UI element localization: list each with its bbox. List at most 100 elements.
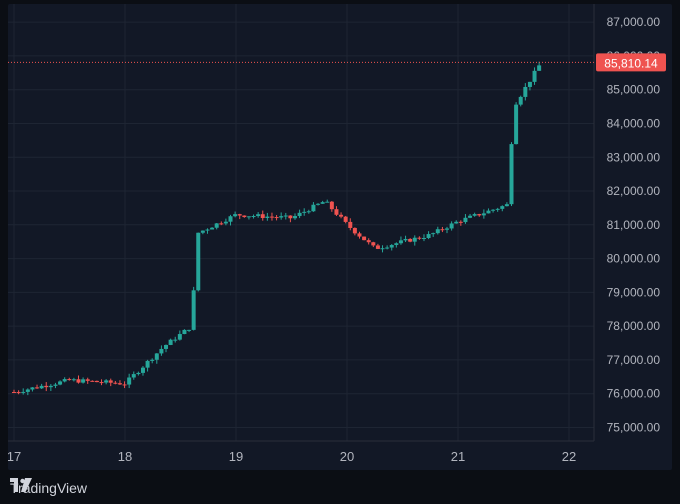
candle-body xyxy=(468,215,473,218)
candle-body xyxy=(325,201,330,203)
candle-body xyxy=(491,209,496,211)
y-tick-label: 77,000.00 xyxy=(607,353,661,367)
candle-body xyxy=(113,382,118,384)
y-tick-label: 82,000.00 xyxy=(607,184,661,198)
candle-body xyxy=(458,221,463,223)
candle-body xyxy=(343,216,348,222)
candle-body xyxy=(408,238,413,242)
candle-body xyxy=(81,379,86,383)
candle-body xyxy=(177,334,182,340)
candle-body xyxy=(21,391,26,393)
candle-body xyxy=(412,237,417,242)
candle-body xyxy=(348,221,353,228)
candle-body xyxy=(504,204,509,207)
candle-body xyxy=(435,229,440,234)
candle-body xyxy=(131,374,136,378)
candle-body xyxy=(94,380,99,383)
branding-footer: TradingView xyxy=(10,478,87,498)
candle-body xyxy=(389,245,394,248)
candle-body xyxy=(509,144,514,205)
candle-body xyxy=(48,385,53,388)
candle-body xyxy=(182,329,187,335)
candle-body xyxy=(260,214,265,218)
candle-body xyxy=(12,392,16,394)
candle-body xyxy=(463,217,468,223)
candle-body xyxy=(495,208,500,210)
candle-body xyxy=(375,245,380,249)
candle-body xyxy=(454,221,459,224)
candle-body xyxy=(449,223,454,229)
candle-body xyxy=(223,221,228,224)
candle-body xyxy=(514,104,519,145)
candle-body xyxy=(35,387,40,389)
candle-body xyxy=(274,217,279,219)
candle-body xyxy=(71,379,76,381)
candle-body xyxy=(150,359,155,361)
candle-body xyxy=(233,214,238,217)
candle-body xyxy=(362,236,367,241)
y-tick-label: 80,000.00 xyxy=(607,252,661,266)
candle-body xyxy=(58,381,63,385)
candle-body xyxy=(228,216,233,222)
candle-body xyxy=(532,70,537,82)
candle-body xyxy=(357,233,362,237)
candle-body xyxy=(191,290,196,330)
tradingview-logo-icon xyxy=(10,478,32,492)
candle-body xyxy=(334,209,339,215)
candle-body xyxy=(431,233,436,235)
candle-body xyxy=(99,382,104,384)
candle-body xyxy=(527,81,532,87)
candle-body xyxy=(279,216,284,218)
candle-body xyxy=(187,329,192,331)
candle-body xyxy=(472,214,477,216)
candle-body xyxy=(196,232,201,291)
candle-body xyxy=(53,384,58,386)
y-tick-label: 83,000.00 xyxy=(607,150,661,164)
candle-body xyxy=(288,215,293,219)
candle-body xyxy=(122,384,127,386)
candle-body xyxy=(237,214,242,216)
chart-panel[interactable]: 75,000.00 76,000.00 77,000.00 78,000.00 79,0… xyxy=(8,4,672,470)
x-tick-label: 19 xyxy=(229,449,243,464)
candle-body xyxy=(380,248,385,250)
candle-body xyxy=(168,339,173,345)
candle-body xyxy=(242,215,247,218)
candle-body xyxy=(352,227,357,234)
candle-body xyxy=(210,227,215,230)
candle-body xyxy=(398,240,403,244)
candle-body xyxy=(25,389,30,392)
candle-body xyxy=(339,214,344,217)
candle-body xyxy=(44,385,49,388)
last-price-label: 85,810.14 xyxy=(604,56,658,70)
candle-body xyxy=(316,203,321,205)
x-tick-label: 21 xyxy=(451,449,465,464)
y-tick-label: 87,000.00 xyxy=(607,15,661,29)
candle-body xyxy=(127,377,132,385)
candle-body xyxy=(200,230,205,233)
candle-body xyxy=(205,229,210,231)
x-tick-label: 20 xyxy=(340,449,354,464)
candle-body xyxy=(140,367,145,373)
candle-body xyxy=(445,228,450,230)
y-tick-label: 81,000.00 xyxy=(607,218,661,232)
y-tick-label: 85,000.00 xyxy=(607,83,661,97)
candle-body xyxy=(477,214,482,216)
y-tick-label: 84,000.00 xyxy=(607,116,661,130)
candle-body xyxy=(85,379,90,381)
candle-body xyxy=(292,216,297,219)
candle-body xyxy=(62,379,67,382)
x-tick-label: 18 xyxy=(118,449,132,464)
candle-body xyxy=(523,86,528,97)
x-tick-label: 17 xyxy=(8,449,21,464)
candle-body xyxy=(283,215,288,217)
candle-body xyxy=(145,360,150,368)
candle-body xyxy=(265,216,270,218)
candle-body xyxy=(306,211,311,213)
candle-body xyxy=(500,206,505,209)
candle-body xyxy=(421,237,426,239)
candlestick-chart[interactable]: 75,000.00 76,000.00 77,000.00 78,000.00 79,0… xyxy=(8,4,672,470)
x-tick-label: 22 xyxy=(562,449,576,464)
candle-body xyxy=(320,202,325,204)
candle-body xyxy=(246,216,251,218)
